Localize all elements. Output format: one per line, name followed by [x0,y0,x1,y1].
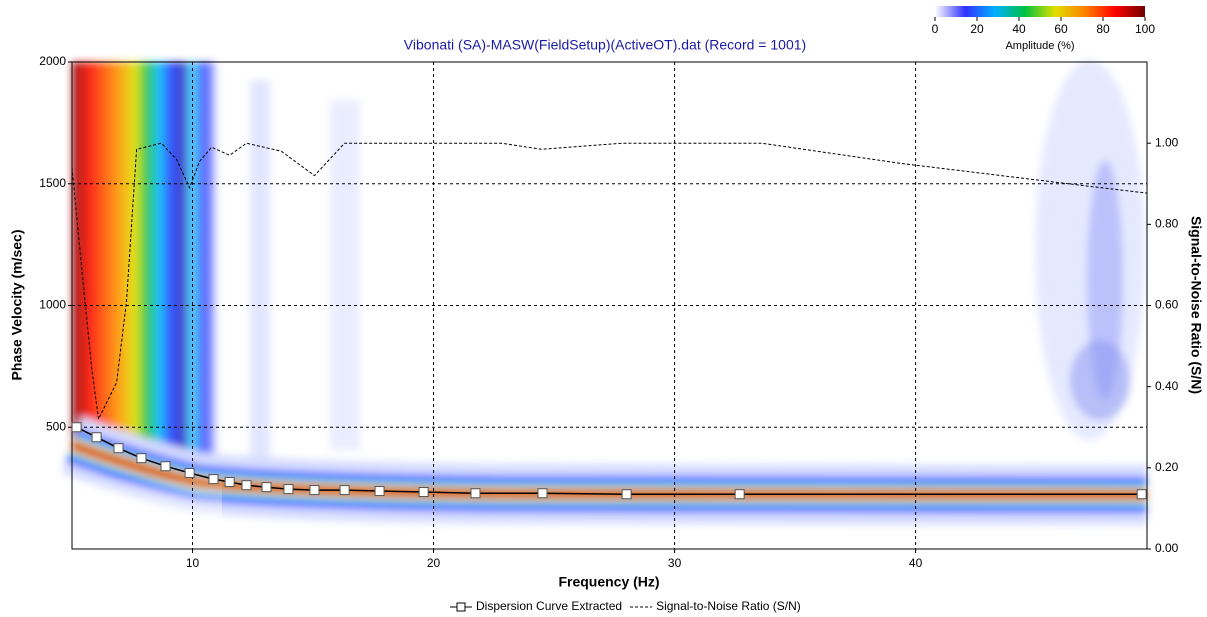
colorbar-tick-label: 0 [932,22,939,36]
y2-tick-label: 1.00 [1155,135,1179,149]
dispersion-point [374,486,385,497]
x-tick-label: 30 [668,556,682,570]
y2-tick-label: 0.80 [1155,217,1179,231]
x-tick-label: 10 [186,556,200,570]
dispersion-point [537,488,548,499]
y-tick-label: 1000 [39,298,66,312]
dispersion-point [1136,489,1147,500]
dispersion-point [224,477,235,488]
colorbar-tick-label: 80 [1096,22,1110,36]
dispersion-point [261,482,272,493]
dispersion-point [339,485,350,496]
y2-tick-label: 0.20 [1155,460,1179,474]
chart-title: Vibonati (SA)-MASW(FieldSetup)(ActiveOT)… [404,37,806,53]
dispersion-point [208,474,219,485]
y2-tick-label: 0.40 [1155,379,1179,393]
y-tick-label: 500 [46,419,66,433]
dispersion-point [113,443,124,454]
colorbar-tick-label: 20 [970,22,984,36]
dispersion-point [734,489,745,500]
dispersion-point [91,432,102,443]
dispersion-point [470,488,481,499]
snr-line [71,142,1148,421]
legend-marker [456,602,466,612]
colorbar-tick-label: 40 [1012,22,1026,36]
dispersion-point [283,484,294,495]
y2-tick-label: 0.00 [1155,541,1179,555]
dispersion-point [309,485,320,496]
y-axis-label: Phase Velocity (m/sec) [9,230,25,381]
dispersion-point [184,468,195,479]
colorbar-label: Amplitude (%) [1005,40,1074,52]
dispersion-point [621,489,632,500]
y-tick-label: 1500 [39,176,66,190]
colorbar [935,6,1145,17]
dispersion-image [61,60,1148,549]
dispersion-point [136,453,147,464]
colorbar-tick-label: 100 [1135,22,1155,36]
dispersion-point [241,480,252,491]
legend-label: Signal-to-Noise Ratio (S/N) [656,599,801,613]
colorbar-tick-label: 60 [1054,22,1068,36]
y2-axis-label: Signal-to-Noise Ratio (S/N) [1188,216,1204,394]
y-tick-label: 2000 [39,54,66,68]
dispersion-point [418,487,429,498]
y2-tick-label: 0.60 [1155,298,1179,312]
dispersion-point [71,422,82,433]
x-tick-label: 20 [427,556,441,570]
dispersion-point [160,461,171,472]
x-axis-label: Frequency (Hz) [558,574,659,590]
x-tick-label: 40 [909,556,923,570]
legend-label: Dispersion Curve Extracted [476,599,622,613]
